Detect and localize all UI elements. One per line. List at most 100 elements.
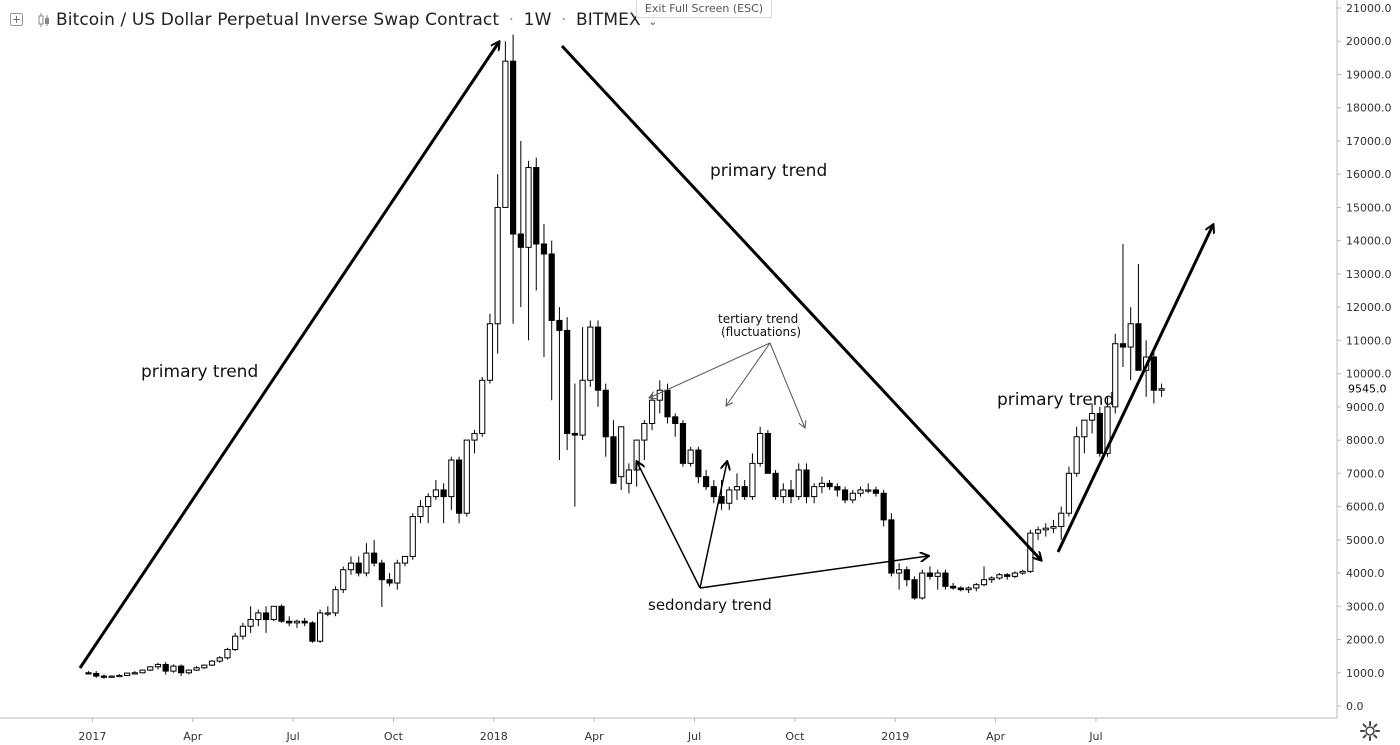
candle[interactable] [695,446,702,484]
candle[interactable] [494,174,501,354]
candle[interactable] [270,605,277,622]
candle[interactable] [741,479,748,500]
candle[interactable] [1073,426,1080,477]
candle[interactable] [85,671,92,675]
candle[interactable] [363,543,370,577]
candle[interactable] [486,313,494,384]
candle[interactable] [749,453,756,500]
candle[interactable] [178,664,185,677]
candle[interactable] [1034,526,1042,540]
candle[interactable] [93,671,100,678]
candle[interactable] [1058,506,1065,540]
interval-label[interactable]: 1W [523,10,552,30]
candle[interactable] [625,463,632,494]
candle[interactable] [131,671,138,675]
candle[interactable] [934,569,941,590]
candle[interactable] [201,664,208,669]
candle[interactable] [293,619,301,628]
candle[interactable] [247,606,254,633]
candle[interactable] [540,224,548,357]
candle[interactable] [834,483,841,497]
chevron-down-icon[interactable]: ⌄ [648,15,658,28]
symbol-title[interactable]: Bitcoin / US Dollar Perpetual Inverse Sw… [56,10,658,30]
candle[interactable] [888,513,895,577]
candle[interactable] [618,426,625,490]
candle[interactable] [672,413,679,437]
candle[interactable] [757,426,764,467]
candle[interactable] [139,669,146,674]
candle[interactable] [679,420,687,467]
candle[interactable] [440,483,447,524]
candle[interactable] [386,573,393,587]
candle[interactable] [317,609,324,643]
candle[interactable] [517,140,524,308]
candle[interactable] [278,604,285,623]
candle[interactable] [610,420,617,484]
candle[interactable] [301,617,308,627]
candle[interactable] [1011,571,1018,579]
candle[interactable] [942,569,949,590]
candle[interactable] [772,470,779,500]
candle[interactable] [224,647,231,660]
candle[interactable] [980,566,988,587]
candle[interactable] [880,489,887,527]
candle[interactable] [733,473,741,500]
candle[interactable] [656,380,663,414]
candle[interactable] [919,569,926,600]
candle[interactable] [579,327,586,441]
plus-square-icon[interactable] [10,13,23,26]
candle[interactable] [286,616,293,627]
candle[interactable] [1112,333,1119,414]
candle[interactable] [355,556,362,577]
candle[interactable] [347,556,355,575]
candle[interactable] [394,559,401,590]
candle[interactable] [849,489,856,504]
candle[interactable] [818,476,825,494]
exit-fullscreen-button[interactable]: Exit Full Screen (ESC) [636,0,772,18]
candle[interactable] [1004,573,1011,580]
candle[interactable] [703,470,710,490]
candle[interactable] [1158,383,1165,397]
candle[interactable] [147,666,154,672]
candle[interactable] [803,463,810,504]
candle[interactable] [594,320,602,407]
candle[interactable] [896,563,903,590]
candle[interactable] [564,317,571,451]
candle[interactable] [1081,419,1088,454]
candle[interactable] [324,606,331,617]
candle[interactable] [872,486,880,497]
candle[interactable] [170,664,177,673]
candle[interactable] [811,483,818,504]
candle[interactable] [463,439,470,517]
candle[interactable] [154,662,162,670]
candle[interactable] [988,576,995,584]
gear-icon[interactable] [1359,720,1381,742]
candle[interactable] [378,559,385,607]
candle[interactable] [371,539,378,567]
candle[interactable] [255,609,262,627]
candle[interactable] [340,566,347,593]
candle[interactable] [926,566,934,580]
candle[interactable] [232,632,239,652]
candle[interactable] [950,583,957,590]
candle[interactable] [332,586,339,617]
candle[interactable] [965,586,972,593]
candle[interactable] [510,34,517,324]
candle[interactable] [1042,523,1049,537]
candle[interactable] [911,576,918,600]
candle[interactable] [401,555,409,567]
candle[interactable] [309,621,316,643]
candle[interactable] [1089,403,1096,434]
candle[interactable] [162,662,169,675]
candle[interactable] [1065,466,1073,517]
candle[interactable] [841,486,849,504]
candle[interactable] [571,383,578,507]
candle[interactable] [432,479,439,500]
candle[interactable] [1050,519,1057,534]
candle[interactable] [1135,263,1142,371]
candle[interactable] [185,669,192,675]
candle[interactable] [425,493,432,524]
candle[interactable] [710,479,717,504]
candle[interactable] [216,656,223,663]
candle[interactable] [602,383,609,457]
